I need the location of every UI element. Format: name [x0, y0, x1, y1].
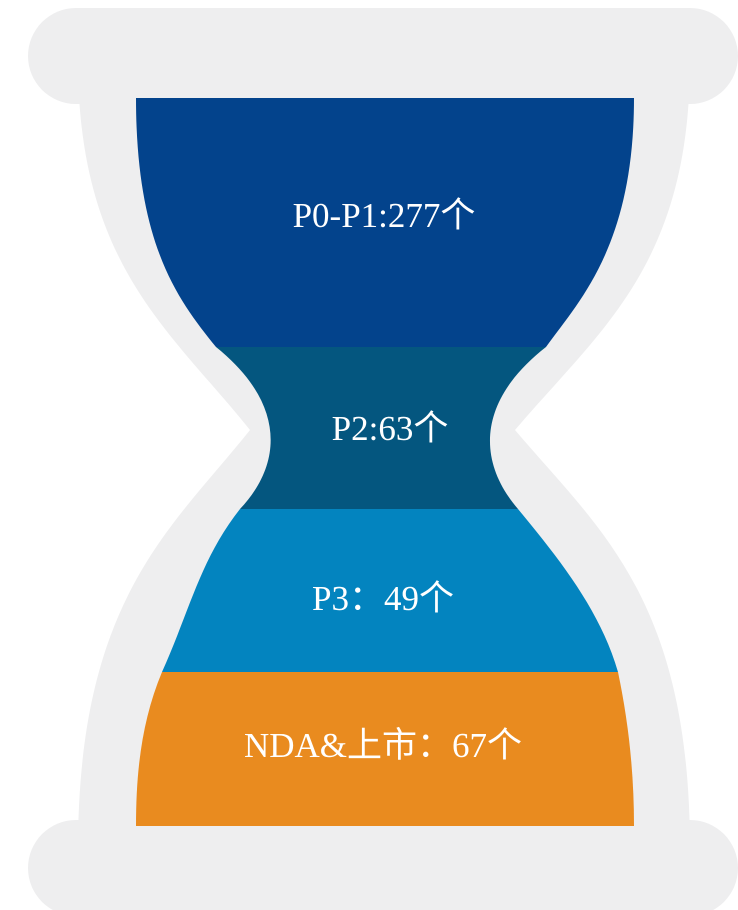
stage-p2-label: P2:63个 [332, 409, 449, 448]
stage-p3-band [162, 509, 618, 672]
stage-p0-p1-band [136, 98, 634, 347]
stage-p3-label: P3：49个 [312, 579, 454, 618]
stage-p0-p1-label: P0-P1:277个 [293, 196, 476, 235]
stage-nda-label: NDA&上市：67个 [244, 726, 522, 765]
stage-nda-band [136, 672, 634, 826]
stage-p2-band [216, 347, 546, 509]
hourglass-bottom-cap [28, 820, 738, 910]
hourglass-top-cap [28, 8, 738, 104]
